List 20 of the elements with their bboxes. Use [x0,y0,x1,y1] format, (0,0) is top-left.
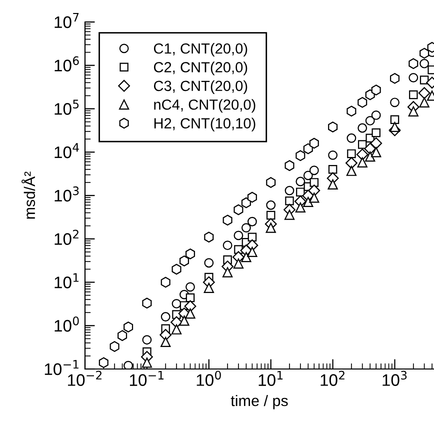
y-tick-label: 10$^{2}$ [54,230,78,245]
x-tick-label: 10$^{2}$ [320,370,344,386]
y-tick-label: 10$^{5}$ [54,100,79,115]
y-tick-label: 10$^{4}$ [54,143,79,158]
x-axis-title: time / ps [230,394,288,410]
legend-label: C2, CNT(20,0) [154,62,248,76]
x-tick-label: 10$^{0}$ [196,370,221,386]
y-axis-title: msd/Å² [22,172,36,219]
x-tick-label: 10$^{3}$ [382,370,407,386]
legend-label: nC4, CNT(20,0) [154,99,256,113]
legend-label: H2, CNT(10,10) [154,118,256,132]
y-tick-label: 10$^{3}$ [54,186,79,202]
y-tick-label: 10$^{1}$ [54,273,79,288]
y-tick-label: 10$^{0}$ [54,316,79,332]
y-tick-label: 10$^{6}$ [54,56,79,72]
legend-label: C1, CNT(20,0) [154,42,248,57]
legend-label: C3, CNT(20,0) [154,80,248,94]
y-tick-label: 10$^{7}$ [54,13,79,28]
x-tick-label: 10$^{−1}$ [130,370,164,386]
x-tick-label: 10$^{1}$ [258,370,283,386]
